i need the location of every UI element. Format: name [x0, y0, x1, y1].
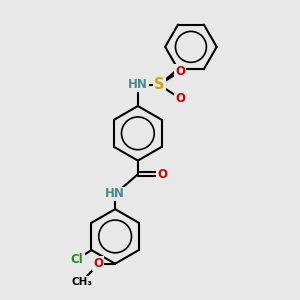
Text: O: O: [175, 64, 185, 78]
Text: O: O: [157, 168, 167, 181]
Text: Cl: Cl: [71, 253, 84, 266]
Text: HN: HN: [105, 188, 125, 200]
Text: O: O: [175, 92, 185, 105]
Text: O: O: [93, 257, 103, 270]
Text: CH₃: CH₃: [71, 277, 92, 287]
Text: S: S: [154, 77, 164, 92]
Text: HN: HN: [128, 78, 148, 91]
